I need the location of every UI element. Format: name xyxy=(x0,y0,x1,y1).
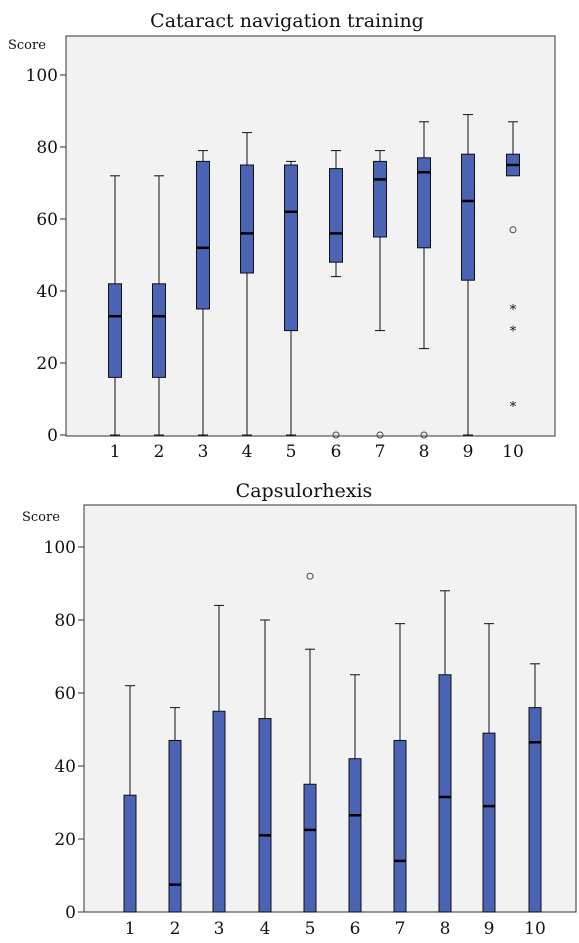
box xyxy=(197,161,210,309)
x-tick-label: 8 xyxy=(419,442,430,462)
box xyxy=(285,165,298,331)
x-tick-label: 8 xyxy=(440,919,451,939)
box xyxy=(241,165,254,273)
box xyxy=(304,784,316,912)
y-axis-label: Score xyxy=(8,38,46,53)
box xyxy=(462,154,475,280)
box xyxy=(213,711,225,912)
chart-cataract: Cataract navigation training Score 02040… xyxy=(8,10,555,462)
chart-title: Capsulorhexis xyxy=(236,480,373,502)
y-tick-label: 60 xyxy=(54,684,76,704)
y-tick-label: 60 xyxy=(36,210,58,230)
y-axis: 0 20 40 60 80 100 xyxy=(44,538,84,923)
x-axis: 1 2 3 4 5 6 7 8 9 10 xyxy=(110,442,524,462)
x-tick-label: 4 xyxy=(242,442,253,462)
y-axis: 0 20 40 60 80 100 xyxy=(26,66,66,446)
y-tick-label: 40 xyxy=(36,282,58,302)
x-tick-label: 3 xyxy=(214,919,225,939)
extreme-point: * xyxy=(510,325,517,340)
box xyxy=(439,675,451,912)
x-tick-label: 2 xyxy=(154,442,165,462)
x-tick-label: 1 xyxy=(110,442,121,462)
x-tick-label: 9 xyxy=(484,919,495,939)
box xyxy=(349,759,361,912)
box xyxy=(153,284,166,378)
y-tick-label: 0 xyxy=(47,426,58,446)
box xyxy=(124,795,136,912)
y-tick-label: 80 xyxy=(54,611,76,631)
x-axis: 1 2 3 4 5 6 7 8 9 10 xyxy=(125,919,546,939)
box xyxy=(529,708,541,912)
box xyxy=(259,719,271,912)
plot-area-background xyxy=(84,505,576,912)
chart-capsulorhexis: Capsulorhexis Score 0 20 40 60 80 100 1 2 3 4 5 6 7… xyxy=(22,480,576,939)
x-tick-label: 5 xyxy=(286,442,297,462)
box xyxy=(169,740,181,912)
x-tick-label: 7 xyxy=(395,919,406,939)
box xyxy=(483,733,495,912)
chart-title: Cataract navigation training xyxy=(150,10,424,32)
x-tick-label: 3 xyxy=(198,442,209,462)
x-tick-label: 9 xyxy=(463,442,474,462)
box xyxy=(374,161,387,237)
x-tick-label: 7 xyxy=(375,442,386,462)
x-tick-label: 10 xyxy=(502,442,524,462)
y-tick-label: 80 xyxy=(36,138,58,158)
y-tick-label: 0 xyxy=(65,903,76,923)
y-tick-label: 100 xyxy=(44,538,76,558)
x-tick-label: 1 xyxy=(125,919,136,939)
plot-area-background xyxy=(66,36,555,436)
x-tick-label: 2 xyxy=(170,919,181,939)
y-tick-label: 40 xyxy=(54,757,76,777)
y-axis-label: Score xyxy=(22,510,60,525)
x-tick-label: 4 xyxy=(260,919,271,939)
y-tick-label: 20 xyxy=(36,354,58,374)
y-tick-label: 100 xyxy=(26,66,58,86)
x-tick-label: 6 xyxy=(350,919,361,939)
y-tick-label: 20 xyxy=(54,830,76,850)
box xyxy=(109,284,122,378)
x-tick-label: 5 xyxy=(305,919,316,939)
box xyxy=(330,169,343,263)
x-tick-label: 10 xyxy=(524,919,546,939)
box xyxy=(394,740,406,912)
x-tick-label: 6 xyxy=(331,442,342,462)
extreme-point: * xyxy=(510,400,517,415)
extreme-point: * xyxy=(510,303,517,318)
